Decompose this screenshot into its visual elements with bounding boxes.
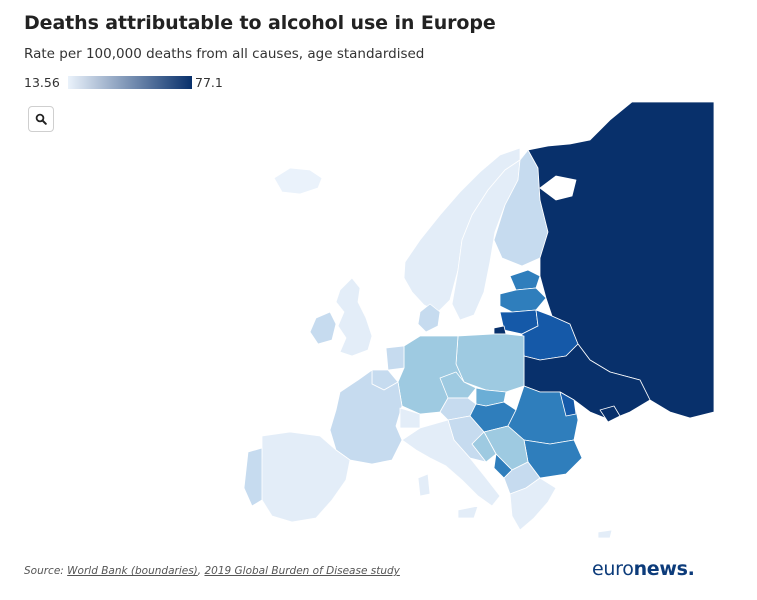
source-link-world-bank[interactable]: World Bank (boundaries): [67, 565, 198, 577]
map-subtitle: Rate per 100,000 deaths from all causes,…: [24, 46, 425, 62]
region-netherlands[interactable]: [385, 345, 405, 371]
region-sardinia[interactable]: [417, 473, 431, 497]
search-icon: [35, 113, 47, 125]
europe-choropleth-map: [243, 101, 715, 539]
map-title: Deaths attributable to alcohol use in Eu…: [24, 12, 496, 34]
legend-max-label: 77.1: [195, 74, 223, 90]
source-link-gbd[interactable]: 2019 Global Burden of Disease study: [204, 565, 400, 577]
region-ireland[interactable]: [309, 311, 337, 345]
region-crimea[interactable]: [599, 405, 621, 423]
brand-bold: news.: [633, 558, 695, 580]
region-greece[interactable]: [509, 477, 557, 531]
source-prefix: Source:: [24, 565, 68, 577]
region-italy[interactable]: [401, 419, 501, 507]
source-separator: ,: [197, 565, 205, 577]
legend-gradient-bar: [68, 75, 192, 89]
region-iceland[interactable]: [273, 167, 323, 195]
region-portugal[interactable]: [243, 447, 263, 507]
region-cyprus[interactable]: [597, 529, 613, 539]
region-uk[interactable]: [335, 277, 373, 357]
region-france[interactable]: [329, 369, 403, 465]
region-sicily[interactable]: [457, 505, 479, 519]
brand-light: euro: [592, 558, 634, 580]
euronews-logo: euronews.: [592, 558, 695, 580]
zoom-button[interactable]: [28, 106, 54, 132]
region-sweden[interactable]: [451, 159, 521, 321]
region-kaliningrad[interactable]: [493, 325, 507, 335]
region-estonia[interactable]: [509, 269, 541, 291]
region-denmark[interactable]: [417, 303, 441, 333]
color-legend: 13.56 77.1: [24, 74, 223, 90]
region-latvia[interactable]: [499, 287, 547, 313]
region-moldova[interactable]: [559, 391, 577, 417]
source-note: Source: World Bank (boundaries), 2019 Gl…: [24, 565, 400, 577]
region-white-sea: [539, 175, 577, 201]
legend-min-label: 13.56: [24, 74, 60, 90]
